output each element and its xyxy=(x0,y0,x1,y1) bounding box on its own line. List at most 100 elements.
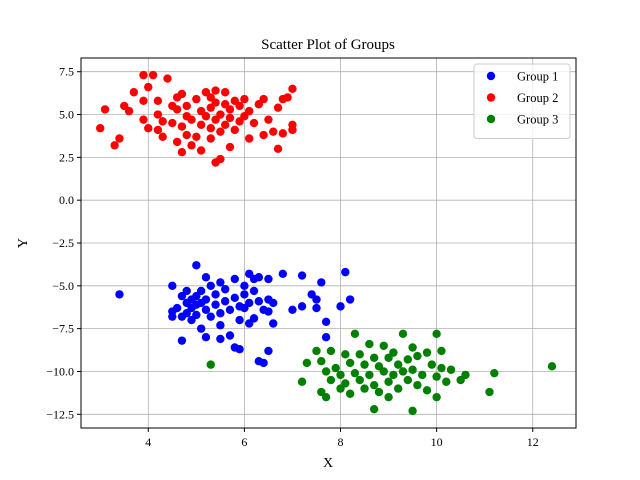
data-point xyxy=(312,303,321,313)
data-point xyxy=(278,129,288,138)
data-point xyxy=(230,274,239,284)
data-point xyxy=(360,360,369,369)
data-point xyxy=(254,273,264,282)
data-point xyxy=(144,124,153,133)
y-tick-label: 7.5 xyxy=(59,65,74,79)
data-point xyxy=(259,94,268,104)
y-tick-label: −7.5 xyxy=(52,322,74,336)
data-point xyxy=(422,386,432,395)
data-point xyxy=(139,96,148,106)
data-point xyxy=(206,312,215,321)
data-point xyxy=(100,105,110,114)
data-point xyxy=(177,122,187,131)
data-point xyxy=(240,281,249,291)
data-point xyxy=(115,290,124,299)
data-point xyxy=(115,134,124,143)
data-point xyxy=(153,125,163,135)
data-point xyxy=(408,343,417,352)
y-tick-label: −10.0 xyxy=(46,364,74,378)
data-point xyxy=(264,115,273,124)
data-point xyxy=(230,125,239,135)
data-point xyxy=(206,124,215,133)
data-point xyxy=(235,345,244,354)
data-point xyxy=(245,298,254,308)
data-point xyxy=(240,94,249,104)
data-point xyxy=(206,134,215,143)
data-point xyxy=(269,298,278,308)
data-point xyxy=(220,285,230,294)
data-point xyxy=(408,365,417,374)
data-point xyxy=(201,112,211,121)
data-point xyxy=(211,300,220,309)
data-point xyxy=(172,105,182,114)
data-point xyxy=(437,346,446,356)
y-tick-label: 2.5 xyxy=(59,150,74,164)
data-point xyxy=(139,70,148,80)
data-point xyxy=(225,105,235,114)
x-axis-label: X xyxy=(323,456,333,471)
x-tick-label: 4 xyxy=(145,435,151,449)
data-point xyxy=(129,88,139,97)
data-point xyxy=(432,329,441,338)
data-point xyxy=(172,303,182,313)
data-point xyxy=(240,290,249,299)
data-point xyxy=(216,334,225,344)
axis-ticks: 4 6 8 10 12 7.5 5.0 2.5 0.0 −2.5 −5.0 −7.5 −10.0 −12.… xyxy=(46,65,539,449)
data-point xyxy=(216,127,225,136)
data-point xyxy=(201,295,211,304)
data-point xyxy=(148,70,158,80)
data-point xyxy=(485,387,494,397)
data-point xyxy=(182,130,191,140)
data-point xyxy=(220,88,230,97)
data-point xyxy=(355,350,364,359)
data-point xyxy=(369,353,379,362)
data-point xyxy=(230,293,239,303)
data-point xyxy=(384,377,393,386)
data-points xyxy=(96,70,557,416)
data-point xyxy=(153,110,163,119)
data-point xyxy=(321,317,331,326)
data-point xyxy=(283,93,292,102)
data-point xyxy=(374,387,384,397)
data-point xyxy=(432,392,441,402)
data-point xyxy=(389,348,398,357)
data-point xyxy=(182,101,191,111)
data-point xyxy=(158,117,167,126)
data-point xyxy=(196,286,206,296)
data-point xyxy=(201,333,211,342)
data-point xyxy=(427,360,437,369)
data-point xyxy=(403,355,412,364)
data-point xyxy=(336,370,345,380)
data-point xyxy=(369,380,379,390)
legend-marker xyxy=(486,114,496,124)
data-point xyxy=(326,346,336,356)
data-point xyxy=(288,305,297,315)
data-point xyxy=(139,115,148,124)
data-point xyxy=(389,370,398,380)
data-point xyxy=(398,367,408,376)
data-point xyxy=(393,360,403,369)
data-point xyxy=(225,142,235,152)
legend-frame xyxy=(473,63,571,139)
y-tick-label: −5.0 xyxy=(52,279,74,293)
data-point xyxy=(403,375,412,385)
data-point xyxy=(259,358,268,368)
data-point xyxy=(490,368,499,378)
data-point xyxy=(345,295,355,304)
data-point xyxy=(216,309,225,318)
data-point xyxy=(345,358,355,368)
data-point xyxy=(196,120,206,130)
data-point xyxy=(365,339,374,349)
data-point xyxy=(273,144,283,153)
data-point xyxy=(249,286,259,296)
data-point xyxy=(432,372,441,381)
data-point xyxy=(168,118,177,128)
data-point xyxy=(168,281,177,291)
data-point xyxy=(245,134,254,143)
data-point xyxy=(225,305,235,315)
data-point xyxy=(187,115,196,124)
data-point xyxy=(216,110,225,119)
data-point xyxy=(245,106,254,116)
y-tick-label: −2.5 xyxy=(52,236,74,250)
